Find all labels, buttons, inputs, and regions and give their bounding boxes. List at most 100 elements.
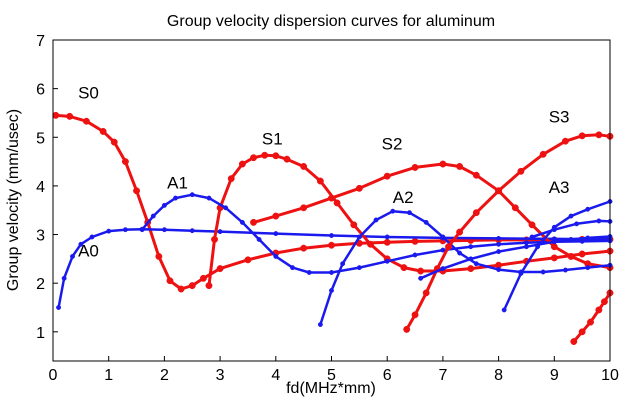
data-point xyxy=(585,206,591,212)
data-point xyxy=(211,235,218,243)
data-point xyxy=(216,265,224,273)
data-point xyxy=(550,254,558,262)
data-point xyxy=(468,256,474,262)
data-point xyxy=(595,131,603,139)
data-point xyxy=(587,318,594,326)
data-point xyxy=(496,235,502,241)
data-point xyxy=(423,219,429,225)
data-point xyxy=(473,261,479,267)
data-point xyxy=(328,194,335,202)
series-a3c xyxy=(529,218,613,240)
mode-label-s2: S2 xyxy=(382,134,403,153)
data-point xyxy=(468,244,474,250)
data-point xyxy=(561,137,569,145)
y-tick-label: 4 xyxy=(36,179,45,196)
data-point xyxy=(472,209,480,217)
data-point xyxy=(585,235,591,241)
data-point xyxy=(496,267,502,273)
data-point xyxy=(440,266,446,272)
data-point xyxy=(139,227,145,233)
data-point xyxy=(356,265,362,271)
x-tick-label: 7 xyxy=(438,367,447,384)
data-point xyxy=(407,210,412,216)
data-point xyxy=(578,132,586,140)
data-point xyxy=(456,228,464,236)
data-point xyxy=(383,172,391,180)
data-point xyxy=(511,204,519,212)
series-a1 xyxy=(139,192,613,275)
x-axis-label: fd(MHz*mm) xyxy=(286,380,376,397)
data-point xyxy=(440,234,446,240)
data-point xyxy=(133,187,141,195)
data-point xyxy=(106,228,112,234)
mode-label-s3: S3 xyxy=(549,108,570,127)
x-tick-label: 1 xyxy=(104,367,113,384)
data-point xyxy=(340,261,346,267)
data-point xyxy=(177,285,185,293)
data-point xyxy=(412,252,418,258)
data-point xyxy=(56,305,62,310)
mode-labels: S0 A0 A1 S1 S2 A2 S3 A3 xyxy=(78,83,569,260)
mode-label-a0: A0 xyxy=(78,241,99,260)
mode-label-a3: A3 xyxy=(549,178,570,197)
data-point xyxy=(227,175,235,183)
data-point xyxy=(329,270,334,275)
data-point xyxy=(496,249,502,255)
data-point xyxy=(562,267,568,273)
data-point xyxy=(356,234,362,240)
data-point xyxy=(70,253,75,259)
x-axis: 0 1 2 3 4 5 6 7 8 9 10 xyxy=(49,356,619,384)
data-point xyxy=(150,213,156,219)
data-point xyxy=(367,240,374,248)
data-point xyxy=(551,239,557,245)
series-line xyxy=(55,113,610,291)
data-point xyxy=(373,217,379,223)
data-point xyxy=(551,227,557,233)
x-tick-label: 0 xyxy=(49,367,58,384)
x-tick-label: 8 xyxy=(494,367,503,384)
x-tick-label: 10 xyxy=(601,367,619,384)
data-point xyxy=(333,199,341,207)
data-point xyxy=(350,221,358,229)
data-point xyxy=(570,338,578,345)
data-point xyxy=(578,328,586,336)
data-point xyxy=(568,213,574,219)
data-point xyxy=(529,234,535,240)
y-tick-label: 5 xyxy=(36,130,45,147)
data-point xyxy=(206,195,212,201)
data-point xyxy=(467,265,475,273)
data-point xyxy=(496,241,502,247)
data-point xyxy=(400,264,408,272)
data-point xyxy=(317,322,323,327)
data-point xyxy=(205,282,213,290)
data-point xyxy=(539,150,547,158)
data-point xyxy=(403,325,411,333)
data-point xyxy=(524,244,529,250)
data-point xyxy=(61,275,67,281)
series-s0 xyxy=(52,111,614,293)
data-point xyxy=(384,258,390,264)
data-point xyxy=(328,241,335,249)
data-point xyxy=(329,233,334,238)
data-point xyxy=(383,238,391,246)
data-point xyxy=(306,270,312,275)
data-point xyxy=(290,265,295,271)
x-tick-label: 2 xyxy=(160,367,169,384)
data-point xyxy=(579,238,585,244)
data-point xyxy=(501,307,507,313)
series-line xyxy=(503,200,611,311)
data-point xyxy=(417,267,425,275)
data-point xyxy=(456,163,464,170)
data-point xyxy=(329,288,334,293)
data-point xyxy=(316,177,324,185)
data-point xyxy=(283,155,291,163)
data-point xyxy=(567,252,575,260)
y-axis: 1 2 3 4 5 6 7 xyxy=(36,33,58,342)
mode-label-s0: S0 xyxy=(78,83,99,102)
series-a3 xyxy=(418,234,613,281)
data-point xyxy=(550,243,558,251)
data-point xyxy=(189,228,195,234)
y-tick-label: 2 xyxy=(36,276,45,293)
data-point xyxy=(121,158,129,166)
